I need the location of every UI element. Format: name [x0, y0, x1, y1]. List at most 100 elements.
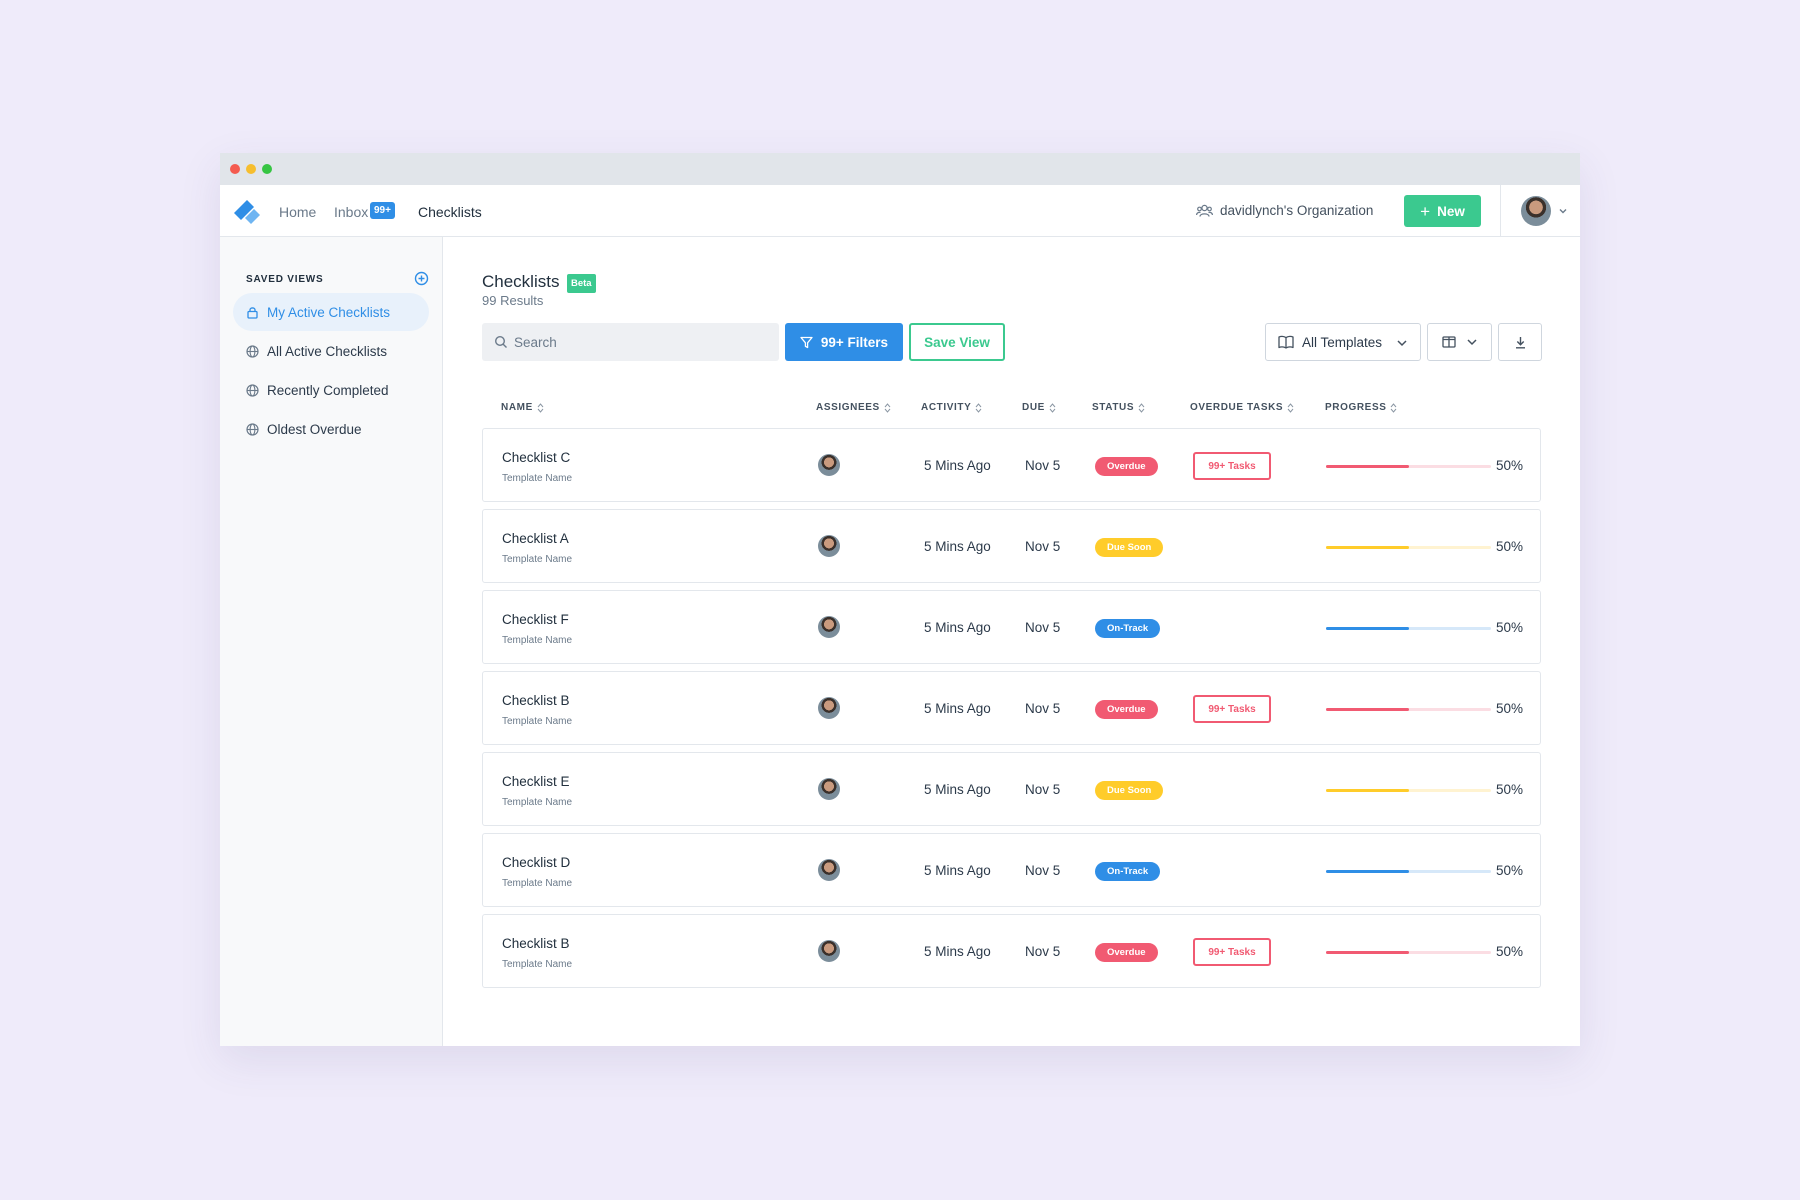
progress-percent: 50%	[1496, 620, 1524, 635]
column-header-assignees[interactable]: ASSIGNEES	[816, 402, 891, 413]
search-icon	[494, 335, 507, 348]
sidebar-item-my-active-checklists[interactable]: My Active Checklists	[233, 293, 429, 331]
progress-bar	[1326, 870, 1491, 873]
columns-icon	[1441, 336, 1456, 348]
nav-checklists-link[interactable]: Checklists	[418, 204, 482, 220]
table-row[interactable]: Checklist B Template Name 5 Mins Ago Nov…	[482, 914, 1541, 988]
template-name: Template Name	[502, 716, 573, 727]
assignee-avatar[interactable]	[818, 859, 840, 881]
checklist-name[interactable]: Checklist C	[502, 450, 571, 465]
status-badge: Overdue	[1095, 943, 1158, 962]
progress-bar	[1326, 951, 1491, 954]
activity-time: 5 Mins Ago	[924, 620, 991, 635]
assignee-avatar[interactable]	[818, 535, 840, 557]
progress-percent: 50%	[1496, 782, 1524, 797]
due-date: Nov 5	[1025, 539, 1061, 554]
due-date: Nov 5	[1025, 458, 1061, 473]
inbox-count-badge: 99+	[370, 202, 395, 219]
table-row[interactable]: Checklist A Template Name 5 Mins Ago Nov…	[482, 509, 1541, 583]
globe-icon	[246, 422, 259, 436]
progress-fill	[1326, 465, 1409, 468]
checklist-name[interactable]: Checklist B	[502, 693, 570, 708]
sidebar-item-label: Recently Completed	[267, 382, 389, 398]
add-view-icon[interactable]	[414, 271, 429, 286]
main-content: Checklists Beta 99 Results 99+ Filters S…	[443, 237, 1580, 1046]
progress-fill	[1326, 789, 1409, 792]
assignee-avatar[interactable]	[818, 454, 840, 476]
due-date: Nov 5	[1025, 620, 1061, 635]
logo-icon[interactable]	[233, 199, 261, 225]
nav-inbox-link[interactable]: Inbox	[334, 204, 369, 220]
sidebar-item-all-active-checklists[interactable]: All Active Checklists	[233, 332, 429, 370]
close-window-dot[interactable]	[230, 164, 240, 174]
template-name: Template Name	[502, 473, 573, 484]
assignee-avatar[interactable]	[818, 778, 840, 800]
checklist-name[interactable]: Checklist E	[502, 774, 570, 789]
status-badge: On-Track	[1095, 619, 1161, 638]
filters-button[interactable]: 99+ Filters	[785, 323, 903, 361]
search-input[interactable]	[514, 334, 764, 350]
sidebar-item-label: Oldest Overdue	[267, 421, 362, 437]
overdue-tasks-badge[interactable]: 99+ Tasks	[1193, 695, 1271, 723]
users-icon	[1196, 204, 1213, 217]
assignee-avatar[interactable]	[818, 616, 840, 638]
progress-percent: 50%	[1496, 539, 1524, 554]
activity-time: 5 Mins Ago	[924, 944, 991, 959]
checklist-name[interactable]: Checklist F	[502, 612, 569, 627]
assignee-avatar[interactable]	[818, 940, 840, 962]
status-badge: Overdue	[1095, 457, 1158, 476]
column-header-status[interactable]: STATUS	[1092, 402, 1145, 413]
column-header-due[interactable]: DUE	[1022, 402, 1056, 413]
activity-time: 5 Mins Ago	[924, 782, 991, 797]
templates-dropdown[interactable]: All Templates	[1265, 323, 1421, 361]
sidebar-item-recently-completed[interactable]: Recently Completed	[233, 371, 429, 409]
activity-time: 5 Mins Ago	[924, 863, 991, 878]
user-avatar[interactable]	[1521, 196, 1551, 226]
org-switcher[interactable]: davidlynch's Organization	[1196, 203, 1373, 218]
progress-fill	[1326, 708, 1409, 711]
sort-icon	[1138, 402, 1145, 413]
table-row[interactable]: Checklist D Template Name 5 Mins Ago Nov…	[482, 833, 1541, 907]
progress-bar	[1326, 546, 1491, 549]
progress-bar	[1326, 465, 1491, 468]
minimize-window-dot[interactable]	[246, 164, 256, 174]
column-header-activity[interactable]: ACTIVITY	[921, 402, 982, 413]
column-header-overdue-tasks[interactable]: OVERDUE TASKS	[1190, 402, 1294, 413]
download-icon	[1515, 336, 1525, 348]
columns-dropdown[interactable]	[1427, 323, 1492, 361]
nav-divider	[1500, 185, 1501, 237]
checklist-name[interactable]: Checklist A	[502, 531, 569, 546]
column-header-progress[interactable]: PROGRESS	[1325, 402, 1397, 413]
status-badge: On-Track	[1095, 862, 1161, 881]
assignee-avatar[interactable]	[818, 697, 840, 719]
template-name: Template Name	[502, 635, 573, 646]
status-badge: Due Soon	[1095, 781, 1164, 800]
activity-time: 5 Mins Ago	[924, 701, 991, 716]
overdue-tasks-badge[interactable]: 99+ Tasks	[1193, 938, 1271, 966]
app-window: Home Inbox 99+ Checklists davidlynch's O…	[220, 153, 1580, 1046]
overdue-tasks-badge[interactable]: 99+ Tasks	[1193, 452, 1271, 480]
due-date: Nov 5	[1025, 944, 1061, 959]
book-icon	[1278, 335, 1294, 349]
sidebar-item-oldest-overdue[interactable]: Oldest Overdue	[233, 410, 429, 448]
column-header-name[interactable]: NAME	[501, 402, 544, 413]
status-badge: Due Soon	[1095, 538, 1164, 557]
sort-icon	[884, 402, 891, 413]
table-row[interactable]: Checklist B Template Name 5 Mins Ago Nov…	[482, 671, 1541, 745]
plus-icon: +	[1420, 201, 1431, 221]
page-title: Checklists	[482, 272, 560, 291]
table-row[interactable]: Checklist E Template Name 5 Mins Ago Nov…	[482, 752, 1541, 826]
checklist-name[interactable]: Checklist B	[502, 936, 570, 951]
new-button[interactable]: + New	[1404, 195, 1481, 227]
table-row[interactable]: Checklist C Template Name 5 Mins Ago Nov…	[482, 428, 1541, 502]
search-box[interactable]	[482, 323, 779, 361]
nav-home-link[interactable]: Home	[279, 204, 317, 220]
due-date: Nov 5	[1025, 782, 1061, 797]
maximize-window-dot[interactable]	[262, 164, 272, 174]
template-name: Template Name	[502, 797, 573, 808]
save-view-button[interactable]: Save View	[909, 323, 1005, 361]
chevron-down-icon[interactable]	[1557, 205, 1569, 217]
checklist-name[interactable]: Checklist D	[502, 855, 571, 870]
download-button[interactable]	[1498, 323, 1542, 361]
table-row[interactable]: Checklist F Template Name 5 Mins Ago Nov…	[482, 590, 1541, 664]
